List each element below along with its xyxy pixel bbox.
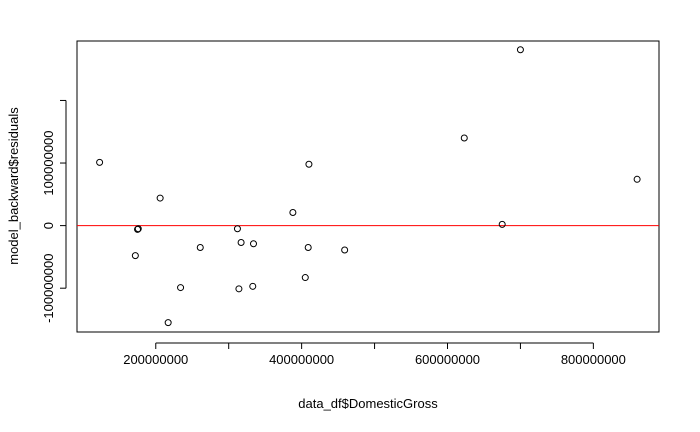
x-axis-label: data_df$DomesticGross [298,396,438,411]
data-point [156,194,164,202]
y-tick-label: 100000000 [41,130,56,195]
x-tick-label: 200000000 [123,352,188,367]
data-point [289,208,297,216]
data-point [516,46,524,54]
data-point [633,175,641,183]
x-tick-label: 400000000 [269,352,334,367]
x-tick-label: 800000000 [561,352,626,367]
data-point [131,252,139,260]
data-point [196,244,204,252]
y-axis: -100000000 0 100000000 [41,99,67,323]
data-point [460,134,468,142]
x-tick-label: 600000000 [415,352,480,367]
y-tick-label: -100000000 [41,253,56,322]
data-point [341,246,349,254]
data-point [96,158,104,166]
data-points [96,46,641,327]
data-point [498,220,506,228]
y-tick-label: 0 [41,222,56,229]
data-point [301,274,309,282]
y-axis-label: model_backward$residuals [6,107,21,265]
data-point [237,239,245,247]
data-point [235,285,243,293]
data-point [233,225,241,233]
data-point [134,225,142,233]
data-point [177,284,185,292]
data-point [164,319,172,327]
data-point [305,160,313,168]
x-axis: 200000000 400000000 600000000 800000000 [123,342,626,367]
data-point [249,240,257,248]
data-point [304,244,312,252]
data-point [134,225,142,233]
data-point [249,282,257,290]
plot-frame [76,40,660,333]
